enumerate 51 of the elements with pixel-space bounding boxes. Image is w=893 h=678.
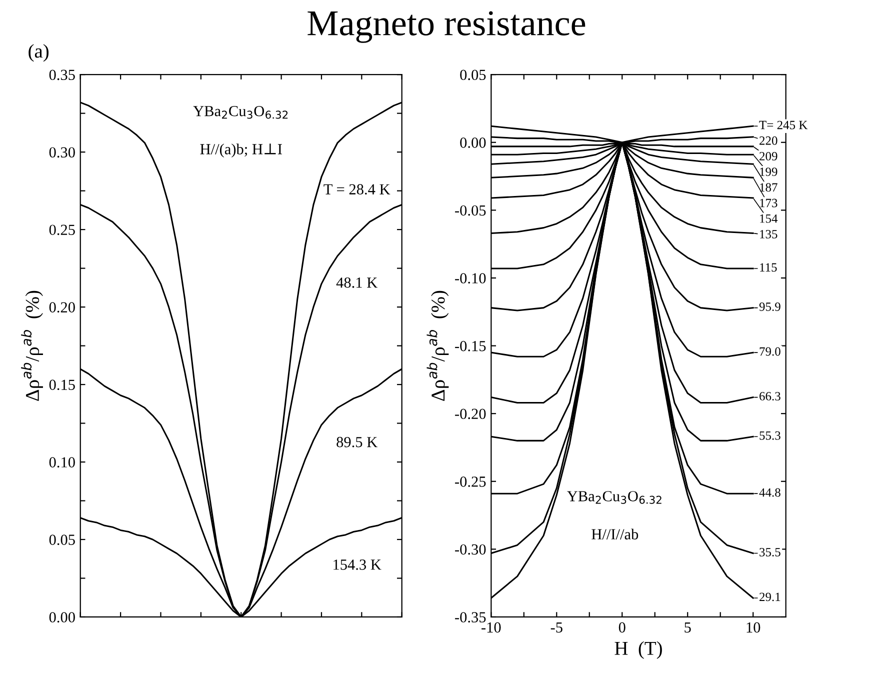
y-tick-label: 0.00: [460, 138, 486, 148]
annotation: T = 28.4 K: [324, 184, 390, 195]
annotation: 135: [760, 230, 778, 238]
y-tick-label: -0.20: [455, 408, 486, 420]
y-axis-title: Δρ$^{ab}$/ρ$^{ab}$ (%): [21, 290, 43, 401]
y-tick-label: -0.15: [455, 340, 486, 352]
y-tick-label: -0.30: [455, 544, 486, 555]
y-tick-label: 0.10: [49, 457, 75, 468]
annotation: 187: [760, 183, 778, 192]
annotation: 154.3 K: [334, 560, 382, 570]
annotation: YBa$_{2}$Cu$_{3}$O$_{6.32}$: [193, 106, 288, 119]
x-tick-label: 0: [618, 622, 626, 633]
y-tick-label: -0.35: [455, 612, 486, 622]
x-tick-label: -10: [482, 622, 501, 633]
annotation: 79.0: [760, 347, 780, 356]
annotation: H//(a)b; H⊥I: [200, 144, 282, 158]
annotation: 55.3: [760, 431, 780, 440]
text: (a): [28, 44, 49, 62]
x-tick-label: -5: [550, 622, 562, 633]
y-tick-label: 0.15: [49, 380, 75, 390]
x-axis-title: H (T): [614, 641, 662, 659]
annotation: 35.5: [760, 548, 780, 556]
y-tick-label: 0.30: [49, 147, 75, 158]
annotation: 209: [760, 152, 778, 160]
y-tick-label: 0.05: [460, 70, 486, 80]
x-tick-label: 10: [746, 622, 760, 633]
annotation: 220: [760, 136, 778, 145]
annotation: 199: [760, 168, 778, 176]
y-tick-label: -0.05: [455, 205, 486, 216]
annotation: 66.3: [760, 392, 780, 400]
annotation: 115: [760, 263, 777, 272]
y-tick-label: -0.25: [455, 476, 486, 487]
y-tick-label: 0.35: [49, 70, 75, 80]
y-tick-label: 0.05: [49, 534, 75, 546]
x-tick-label: 5: [684, 622, 691, 633]
annotation: H//I//ab: [592, 528, 638, 540]
annotation: 48.1 K: [336, 277, 378, 288]
y-tick-label: 0.25: [49, 224, 75, 236]
annotation: 29.1: [760, 592, 780, 602]
annotation: 173: [760, 198, 778, 208]
annotation: 44.8: [759, 488, 780, 497]
y-tick-label: 0.00: [49, 612, 75, 622]
annotation: YBa$_{2}$Cu$_{3}$O$_{6.32}$: [567, 491, 662, 504]
annotation: T= 245 K: [759, 120, 808, 130]
annotation: 154: [760, 214, 778, 223]
annotation: 89.5 K: [336, 436, 378, 448]
y-axis-title: Δρ$^{ab}$/ρ$^{ab}$ (%): [426, 290, 449, 401]
chart-title: Magneto resistance: [308, 11, 586, 43]
y-tick-label: 0.20: [49, 302, 75, 313]
y-tick-label: -0.10: [455, 273, 486, 284]
annotation: 95.9: [759, 302, 780, 311]
